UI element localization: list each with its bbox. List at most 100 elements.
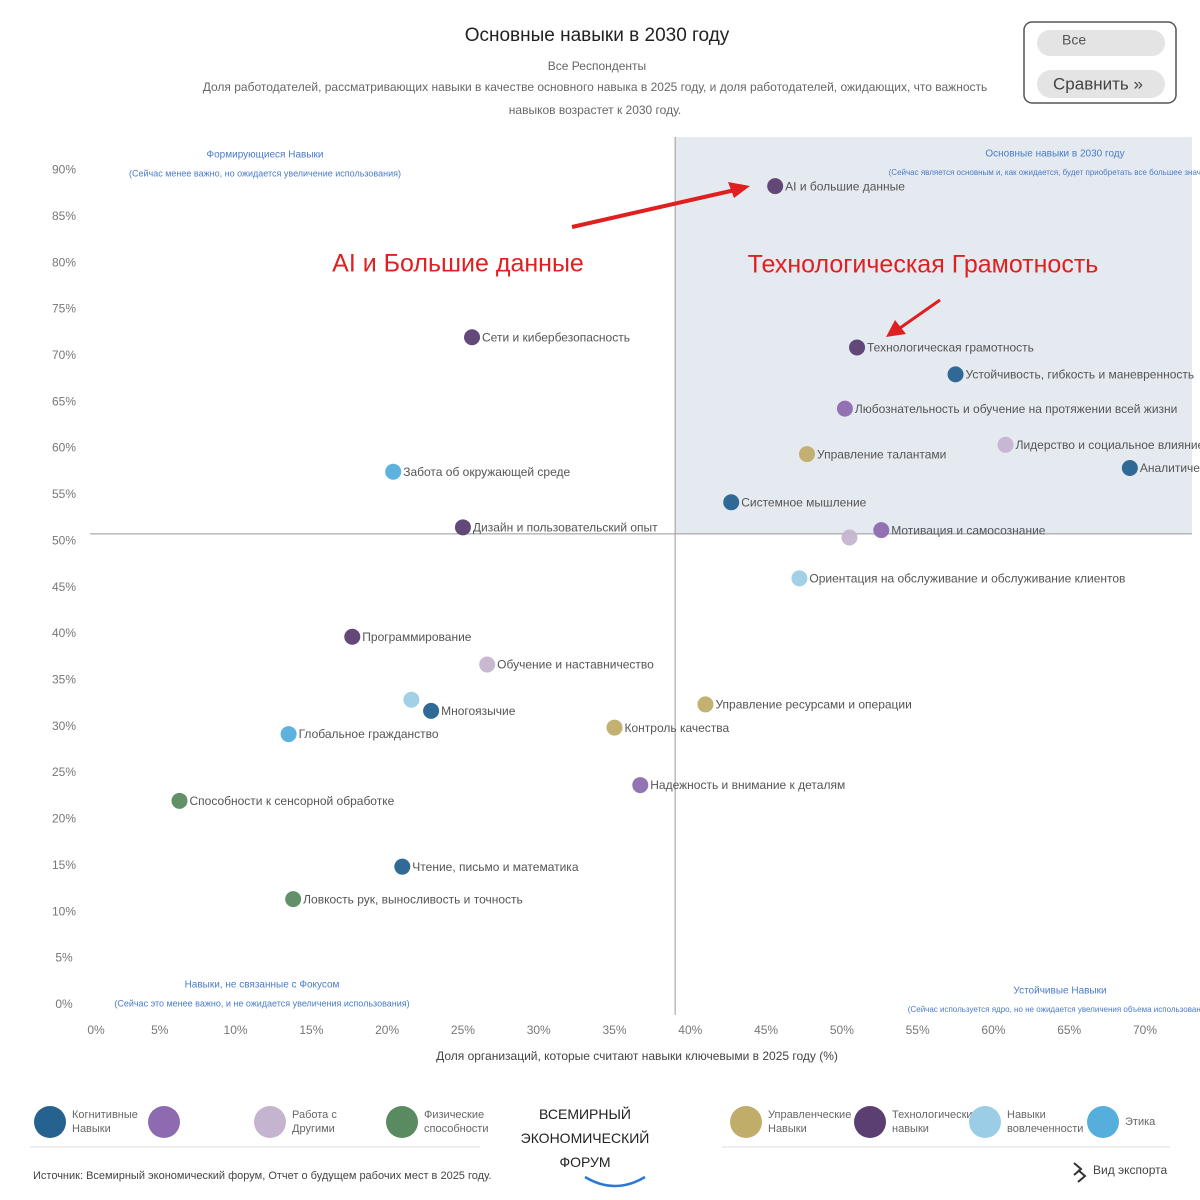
point [394, 858, 411, 875]
point [403, 691, 420, 708]
point [423, 702, 440, 719]
legend-item[interactable]: Технологические навыки [854, 1106, 979, 1138]
point [171, 792, 188, 809]
point-label: Сети и кибербезопасность [482, 330, 630, 344]
legend-label[interactable]: Этика [1125, 1116, 1156, 1128]
annotation-arrow [899, 298, 941, 330]
filter-label[interactable]: Все [1062, 32, 1086, 48]
point [849, 339, 866, 356]
point [285, 891, 302, 908]
point-label: Чтение, письмо и математика [412, 860, 579, 874]
quadrant-title: Основные навыки в 2030 году [985, 149, 1124, 160]
legend-item[interactable]: Когнитивные Навыки [34, 1106, 154, 1138]
x-tick-label: 30% [527, 1023, 551, 1037]
x-tick-label: 20% [375, 1023, 399, 1037]
quadrant-title: Формирующиеся Навыки [207, 150, 324, 161]
y-tick-label: 55% [52, 487, 76, 501]
y-tick-label: 0% [55, 997, 73, 1011]
plot-area: 0% 5% 10% 15% 20% 25% 30% 35% 40% 45% 50% 55% 60% 65%… [52, 137, 1200, 1037]
export-label[interactable]: Вид экспорта [1093, 1163, 1167, 1177]
y-tick-label: 25% [52, 765, 76, 779]
y-tick-label: 90% [52, 163, 76, 177]
legend-item[interactable]: Физические способности [386, 1106, 506, 1138]
compare-label[interactable]: Сравнить » [1053, 74, 1143, 93]
legend-swatch[interactable] [34, 1106, 66, 1138]
point-label: Лидерство и социальное влияние [1016, 438, 1200, 452]
point-label: Глобальное гражданство [299, 727, 439, 741]
point-label: Любознательность и обучение на протяжени… [855, 402, 1177, 416]
y-tick-label: 80% [52, 255, 76, 269]
point [791, 570, 808, 587]
point-label: Программирование [362, 630, 471, 644]
legend-label[interactable]: Физические способности [424, 1109, 489, 1135]
quadrant-title: Устойчивые Навыки [1013, 986, 1106, 997]
y-tick-label: 5% [55, 951, 73, 965]
point [454, 519, 471, 536]
x-tick-label: 60% [981, 1023, 1005, 1037]
legend-item[interactable] [148, 1106, 180, 1138]
legend-label[interactable]: Когнитивные Навыки [72, 1109, 138, 1135]
y-tick-label: 65% [52, 394, 76, 408]
annotation-arrow [571, 188, 736, 229]
filter-button[interactable] [1037, 30, 1165, 56]
point-label: Управление талантами [817, 447, 946, 461]
legend-swatch[interactable] [254, 1106, 286, 1138]
point [799, 446, 816, 463]
x-tick-label: 65% [1057, 1023, 1081, 1037]
legend-swatch[interactable] [730, 1106, 762, 1138]
quadrant-note: (Сейчас используется ядро, но не ожидает… [908, 1005, 1200, 1014]
y-tick-label: 30% [52, 719, 76, 733]
point-label: Многоязычие [441, 704, 516, 718]
point [767, 178, 784, 195]
x-tick-label: 25% [451, 1023, 475, 1037]
legend-label[interactable]: Технологические навыки [892, 1109, 979, 1135]
annotation: AI и Большие данные [332, 250, 584, 278]
point [697, 696, 714, 713]
annotation: Технологическая Грамотность [748, 251, 1099, 279]
export-icon[interactable] [1073, 1162, 1087, 1183]
legend-item[interactable]: Работа с Другими [254, 1106, 374, 1138]
legend-label[interactable]: Работа с Другими [292, 1109, 337, 1135]
quadrant-note: (Сейчас это менее важно, и не ожидается … [114, 998, 409, 1008]
y-tick-label: 50% [52, 533, 76, 547]
point-label: Ловкость рук, выносливость и точность [303, 892, 523, 906]
quadrant-note: (Сейчас является основным и, как ожидает… [889, 168, 1200, 177]
x-tick-label: 0% [87, 1023, 105, 1037]
x-tick-label: 40% [678, 1023, 702, 1037]
point [836, 400, 853, 417]
point-label: Надежность и внимание к деталям [650, 778, 845, 792]
legend-swatch[interactable] [854, 1106, 886, 1138]
point [997, 436, 1014, 453]
point-label: AI и большие данные [785, 179, 905, 193]
legend-swatch[interactable] [969, 1106, 1001, 1138]
legend-label[interactable]: Управленческие Навыки [768, 1109, 852, 1135]
legend-swatch[interactable] [386, 1106, 418, 1138]
x-tick-label: 45% [754, 1023, 778, 1037]
x-axis-label: Доля организаций, которые считают навыки… [436, 1049, 838, 1063]
legend-item[interactable]: Навыки вовлеченности [969, 1106, 1089, 1138]
legend-swatch[interactable] [148, 1106, 180, 1138]
legend-item[interactable]: Управленческие Навыки [730, 1106, 852, 1138]
compare-button[interactable] [1037, 70, 1165, 98]
y-tick-label: 20% [52, 812, 76, 826]
y-tick-label: 40% [52, 626, 76, 640]
chart-title: Основные навыки в 2030 году [465, 25, 730, 46]
legend-swatch[interactable] [1087, 1106, 1119, 1138]
point-label: Мотивация и самосознание [891, 523, 1046, 537]
legend-item[interactable]: Этика [1087, 1106, 1200, 1138]
point-label: Технологическая грамотность [867, 341, 1034, 355]
point [947, 366, 964, 383]
point-label: Устойчивость, гибкость и маневренность [966, 368, 1195, 382]
point [873, 522, 890, 539]
point-label: Забота об окружающей среде [403, 465, 570, 479]
point-label: Системное мышление [741, 495, 866, 509]
x-tick-label: 70% [1133, 1023, 1157, 1037]
arrow-head [886, 320, 906, 337]
legend-label[interactable]: Навыки вовлеченности [1007, 1109, 1084, 1135]
point [464, 329, 481, 346]
x-tick-label: 15% [299, 1023, 323, 1037]
point [344, 628, 361, 645]
x-tick-label: 10% [224, 1023, 248, 1037]
